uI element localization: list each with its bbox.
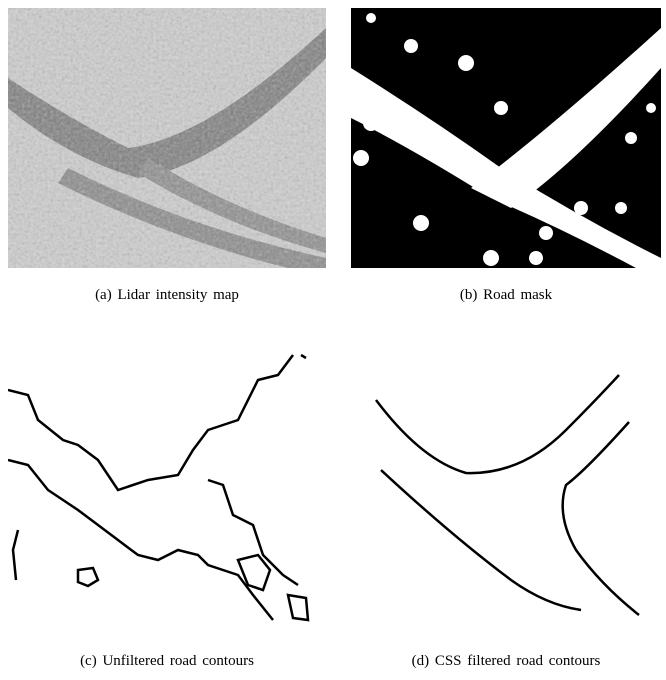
caption: (b) Road mask	[346, 287, 666, 304]
filtered-contours	[351, 350, 661, 625]
caption: (c) Unfiltered road contours	[7, 653, 327, 670]
lidar-intensity-map	[8, 8, 326, 268]
caption: (a) Lidar intensity map	[7, 287, 327, 304]
caption: (d) CSS filtered road contours	[346, 653, 666, 670]
road-mask	[351, 8, 661, 268]
unfiltered-contours	[8, 350, 326, 625]
figure: (a) Lidar intensity map (b) Road mask (c…	[0, 0, 666, 680]
